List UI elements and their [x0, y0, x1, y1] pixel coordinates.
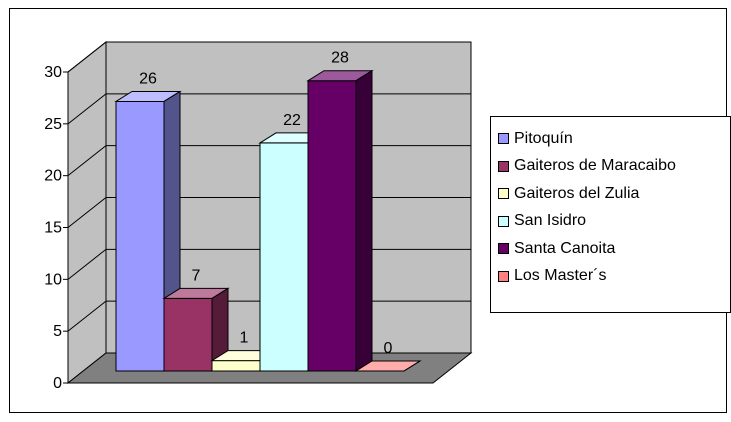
- legend-swatch: [498, 133, 509, 145]
- bar-side: [403, 360, 421, 372]
- bars: [114, 69, 422, 372]
- y-tick-label: 0: [53, 375, 62, 392]
- bar-front: [163, 297, 213, 372]
- legend-swatch: [498, 270, 509, 282]
- y-tick-label: 5: [53, 323, 62, 340]
- data-label: 26: [139, 70, 157, 87]
- y-tick-label: 25: [44, 116, 62, 133]
- data-label: 22: [283, 112, 301, 129]
- legend-item: Gaiteros de Maracaibo: [498, 153, 730, 181]
- legend-swatch: [498, 215, 509, 227]
- bar-front: [259, 142, 309, 372]
- legend-item: San Isidro: [498, 208, 730, 236]
- data-label: 1: [240, 330, 249, 347]
- legend-item: Pitoquín: [498, 125, 730, 153]
- data-label: 0: [384, 340, 393, 357]
- legend-label: Santa Canoita: [514, 239, 616, 257]
- legend-label: Los Master´s: [514, 267, 607, 285]
- y-tick-label: 20: [44, 168, 62, 185]
- legend-swatch: [498, 160, 509, 172]
- y-tick-label: 15: [44, 220, 62, 237]
- legend-swatch: [498, 188, 509, 200]
- gridline: [67, 41, 471, 73]
- data-labels: 26 7 1 22 28 0: [139, 50, 392, 357]
- y-tick-label: 30: [44, 64, 62, 81]
- legend-item: Santa Canoita: [498, 235, 730, 263]
- y-tick-label: 10: [44, 271, 62, 288]
- legend-label: Pitoquín: [514, 129, 573, 147]
- legend-swatch: [498, 243, 509, 255]
- bar-front: [211, 360, 261, 372]
- data-label: 7: [192, 267, 201, 284]
- legend-label: Gaiteros del Zulia: [514, 184, 640, 202]
- bar-front: [115, 100, 165, 372]
- legend-item: Gaiteros del Zulia: [498, 180, 730, 208]
- legend: Pitoquín Gaiteros de Maracaibo Gaiteros de…: [490, 116, 731, 313]
- legend-label: San Isidro: [514, 212, 587, 230]
- legend-item: Los Master´s: [498, 263, 730, 291]
- data-label: 28: [331, 50, 349, 67]
- bar-side: [355, 69, 373, 372]
- bar-front: [307, 80, 357, 372]
- legend-label: Gaiteros de Maracaibo: [514, 157, 676, 175]
